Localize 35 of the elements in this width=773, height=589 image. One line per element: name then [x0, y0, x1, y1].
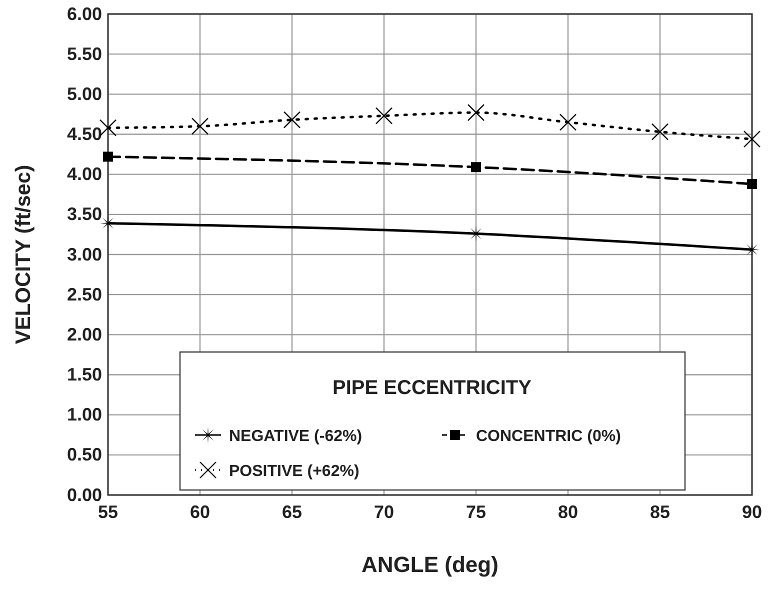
legend-label: POSITIVE (+62%) [229, 463, 360, 480]
y-tick-label: 2.00 [66, 324, 102, 344]
y-tick-label: 4.50 [66, 124, 102, 144]
point [467, 104, 485, 122]
point [375, 107, 393, 124]
y-tick-label: 6.00 [66, 4, 102, 24]
x-tick-label: 60 [190, 502, 210, 522]
point [559, 114, 577, 131]
y-tick-label: 1.50 [66, 364, 102, 385]
point [283, 111, 301, 128]
point [651, 123, 669, 140]
legend-label: CONCENTRIC (0%) [476, 428, 621, 445]
point [191, 118, 209, 135]
y-axis-title: VELOCITY (ft/sec) [12, 164, 35, 344]
y-tick-label: 2.50 [66, 284, 102, 304]
point [103, 152, 113, 162]
point [747, 178, 757, 189]
x-tick-label: 80 [558, 502, 578, 522]
legend-title: PIPE ECCENTRICITY [332, 377, 532, 399]
x-tick-label: 75 [466, 502, 486, 522]
legend-label: NEGATIVE (-62%) [229, 428, 362, 445]
y-tick-label: 3.50 [66, 204, 102, 224]
y-tick-label: 3.00 [66, 244, 102, 264]
point [743, 130, 761, 148]
point [471, 162, 481, 172]
y-tick-label: 5.00 [66, 84, 102, 104]
x-tick-label: 85 [650, 502, 670, 522]
y-tick-label: 0.50 [66, 444, 102, 465]
x-axis-title: ANGLE (deg) [362, 552, 498, 577]
x-tick-label: 65 [282, 502, 302, 522]
y-tick-label: 5.50 [66, 44, 102, 64]
y-tick-label: 1.00 [66, 404, 102, 425]
x-tick-label: 90 [742, 502, 762, 522]
y-tick-label: 4.00 [66, 164, 102, 184]
x-tick-label: 70 [374, 502, 394, 522]
